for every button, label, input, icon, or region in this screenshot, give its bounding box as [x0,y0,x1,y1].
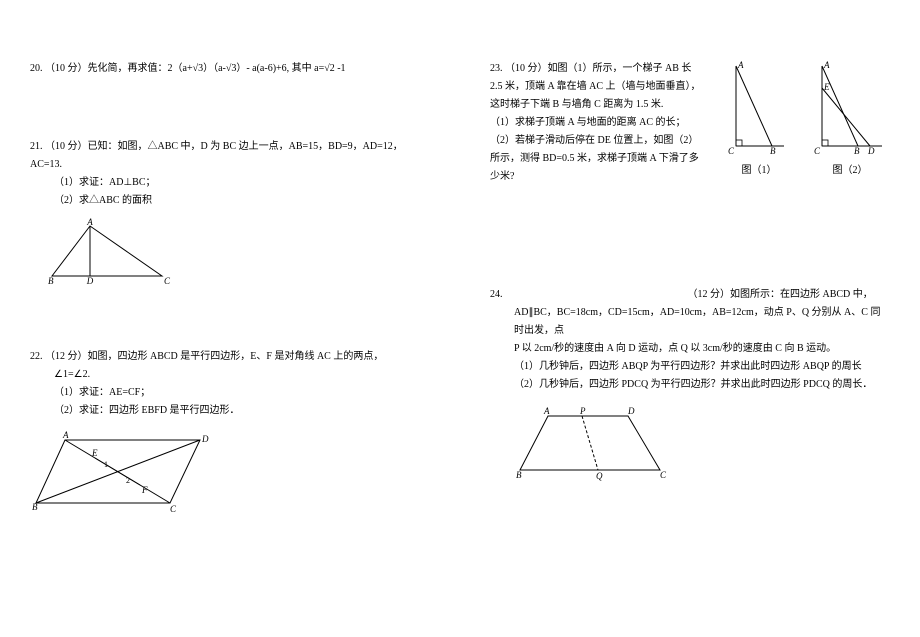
prob-sub2: （2）若梯子滑动后停在 DE 位置上，如图（2） [490,132,714,150]
prob-line3: P 以 2cm/秒的速度由 A 向 D 运动，点 Q 以 3cm/秒的速度由 C… [514,340,890,358]
problem-24: 24. （12 分）如图所示：在四边形 ABCD 中， AD∥BC，BC=18c… [490,286,890,484]
fig-caption-1: 图（1） [724,162,794,180]
fig-caption-2: 图（2） [810,162,890,180]
label-Q: Q [596,471,603,481]
prob-sub2: （2）几秒钟后，四边形 PDCQ 为平行四边形？并求出此时四边形 PDCQ 的周… [514,376,890,394]
label-P: P [579,406,586,416]
prob-sub2: （2）求证：四边形 EBFD 是平行四边形． [54,402,430,420]
label-D: D [86,276,94,286]
prob-sub1: （1）求梯子顶端 A 与地面的距离 AC 的长； [490,114,714,132]
figure-row: A C B 图（1） A E C [724,60,890,186]
prob-line2: AD∥BC，BC=18cm，CD=15cm，AD=10cm，AB=12cm，动点… [514,304,890,340]
label-A: A [543,406,550,416]
prob-text: （10 分）先化简，再求值：2（a+√3）（a-√3）- a(a-6)+6, 其… [45,63,346,74]
problem-23: 23. （10 分）如图（1）所示，一个梯子 AB 长 2.5 米，顶端 A 靠… [490,60,890,186]
prob-sub3: 所示，测得 BD=0.5 米，求梯子顶端 A 下滑了多 [490,150,714,168]
label-A: A [737,60,744,70]
ladder-diagram-2: A E C B D [810,60,890,160]
prob-text: （12 分）如图，四边形 ABCD 是平行四边形，E、F 是对角线 AC 上的两… [45,351,383,362]
prob-sub2: （2）求△ABC 的面积 [54,192,430,210]
label-1: 1 [104,460,108,469]
right-column: 23. （10 分）如图（1）所示，一个梯子 AB 长 2.5 米，顶端 A 靠… [460,0,920,637]
label-B: B [516,470,522,480]
label-D: D [867,146,875,156]
label-2: 2 [126,476,130,485]
prob-num: 23. [490,63,503,74]
prob-sub1: （1）几秒钟后，四边形 ABQP 为平行四边形？并求出此时四边形 ABQP 的周… [514,358,890,376]
prob-text2: ∠1=∠2. [54,366,430,384]
label-B: B [854,146,860,156]
prob-num: 22. [30,351,43,362]
label-D: D [627,406,635,416]
prob-line3: 这时梯子下端 B 与墙角 C 距离为 1.5 米. [490,96,714,114]
triangle-diagram: A B D C [42,218,182,288]
prob-text: （10 分）已知：如图，△ABC 中，D 为 BC 边上一点，AB=15，BD=… [30,141,403,170]
label-C: C [728,146,735,156]
label-A: A [62,430,69,440]
prob-sub1: （1）求证：AE=CF； [54,384,430,402]
trapezoid-diagram: A P D B Q C [510,404,680,484]
label-A: A [86,218,93,227]
label-A: A [823,60,830,70]
problem-20: 20. （10 分）先化简，再求值：2（a+√3）（a-√3）- a(a-6)+… [30,60,430,78]
label-B: B [48,276,54,286]
label-B: B [32,502,38,512]
prob-line1: （12 分）如图所示：在四边形 ABCD 中， [688,289,873,300]
left-column: 20. （10 分）先化简，再求值：2（a+√3）（a-√3）- a(a-6)+… [0,0,460,637]
prob-num: 20. [30,63,43,74]
label-E: E [91,448,98,458]
label-B: B [770,146,776,156]
label-C: C [164,276,171,286]
parallelogram-diagram: A D B C E F 1 2 [30,428,210,518]
problem-22: 22. （12 分）如图，四边形 ABCD 是平行四边形，E、F 是对角线 AC… [30,348,430,518]
problem-21: 21. （10 分）已知：如图，△ABC 中，D 为 BC 边上一点，AB=15… [30,138,430,288]
prob-sub1: （1）求证：AD⊥BC； [54,174,430,192]
prob-num: 24. [490,289,503,300]
label-C: C [170,504,177,514]
ladder-diagram-1: A C B [724,60,794,160]
prob-line1: （10 分）如图（1）所示，一个梯子 AB 长 [505,63,691,74]
prob-num: 21. [30,141,43,152]
label-C: C [660,470,667,480]
prob-sub4: 少米? [490,168,714,186]
label-D: D [201,434,209,444]
label-F: F [141,485,148,495]
label-E: E [823,82,830,92]
label-C: C [814,146,821,156]
prob-line2: 2.5 米，顶端 A 靠在墙 AC 上（墙与地面垂直）， [490,78,714,96]
